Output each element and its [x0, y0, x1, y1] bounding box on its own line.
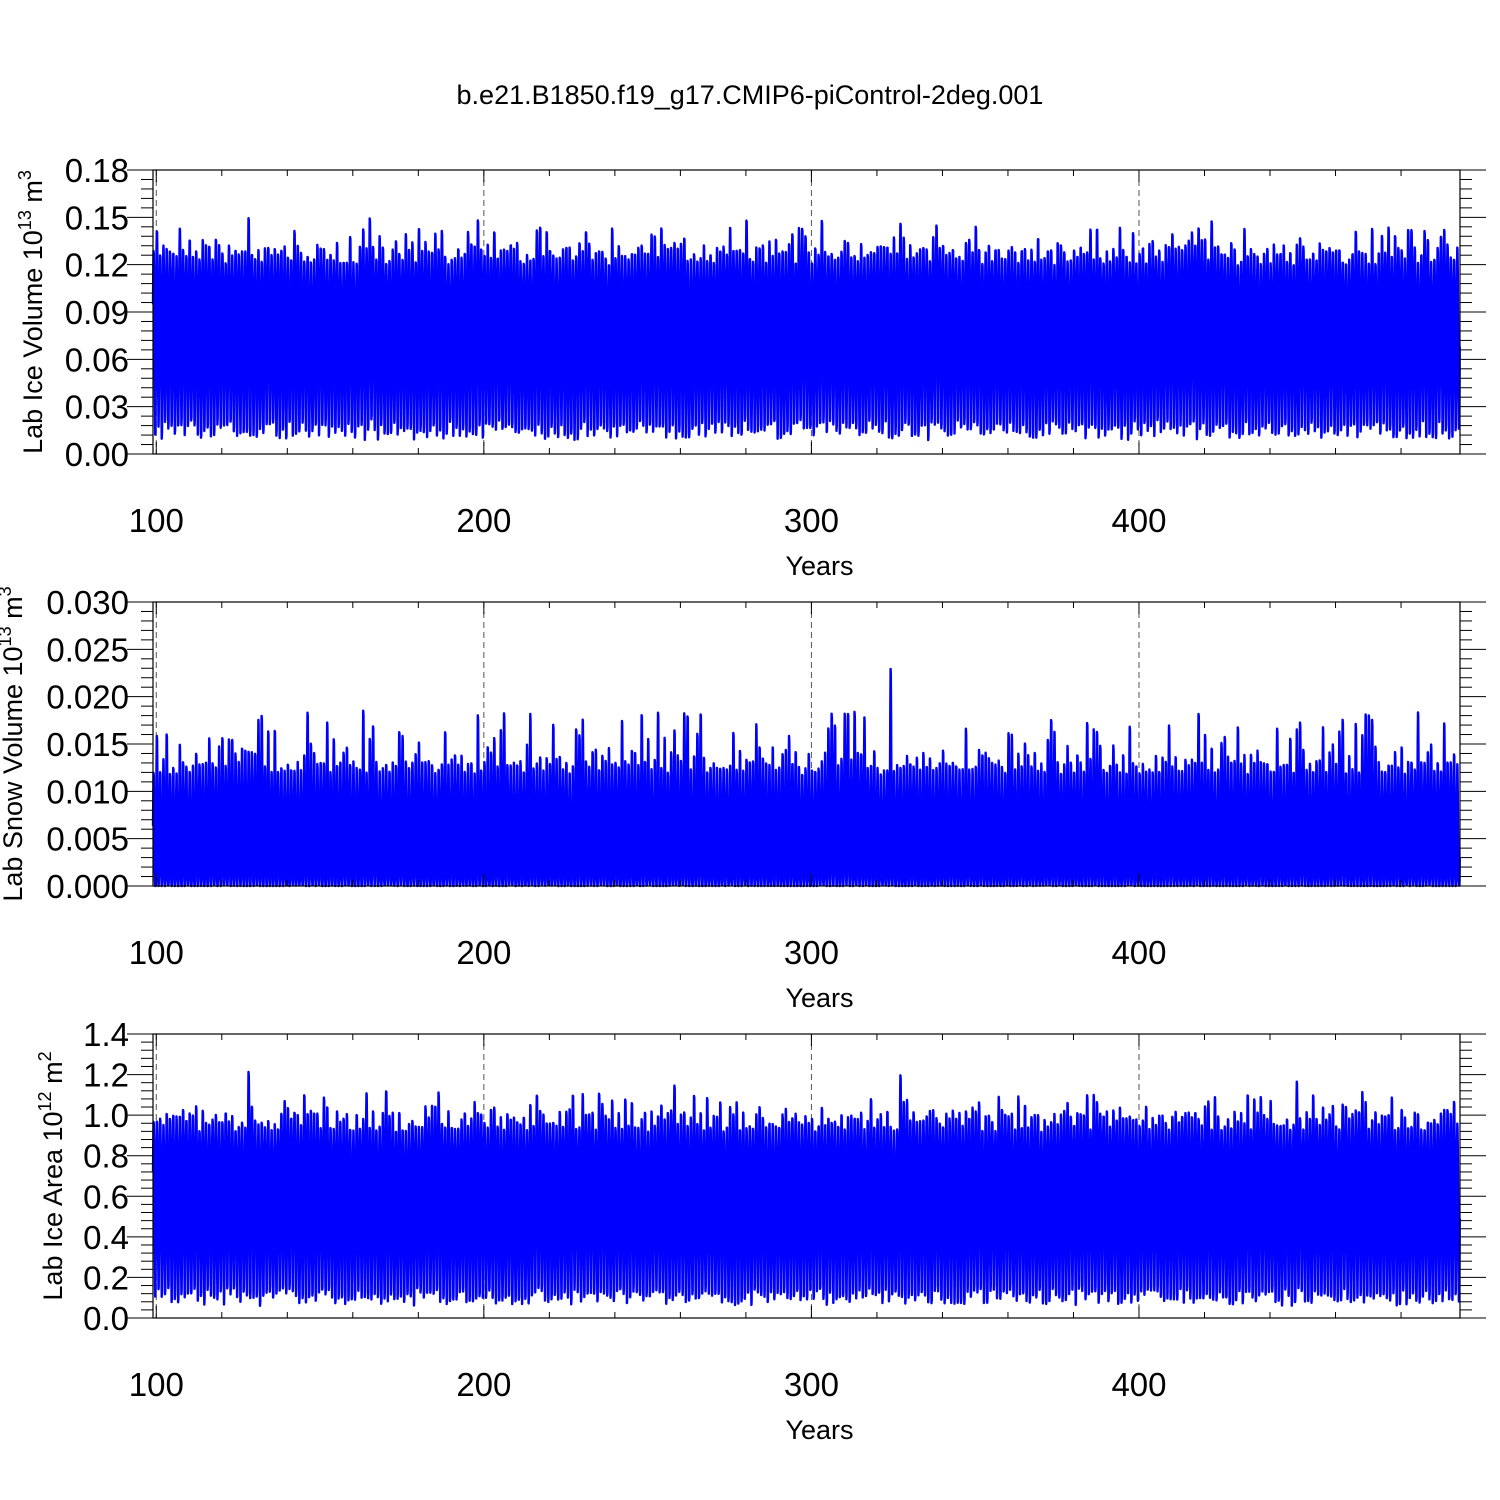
y-axis-label: Lab Ice Area 1012 m2 — [35, 1051, 68, 1300]
plot-frame — [152, 1033, 1461, 1319]
x-tick-label: 200 — [456, 1366, 511, 1403]
x-tick-label: 300 — [784, 1366, 839, 1403]
y-tick-label: 0.0 — [83, 1300, 129, 1337]
chart-panel-2: 100 200 300 400 0.000 0.005 0.010 0.015 0.020 0.0… — [0, 584, 1486, 1013]
y-tick-label: 1.0 — [83, 1097, 129, 1134]
x-tick-label: 300 — [784, 934, 839, 971]
y-tick-label: 0.12 — [65, 247, 129, 284]
y-tick-label: 0.030 — [46, 584, 129, 621]
y-tick-label: 0.2 — [83, 1259, 129, 1296]
y-tick-label: 1.4 — [83, 1016, 129, 1053]
data-series-line — [151, 217, 1461, 442]
x-tick-label: 300 — [784, 502, 839, 539]
y-tick-label: 0.15 — [65, 199, 129, 236]
x-axis-label: Years — [785, 551, 853, 581]
page-title: b.e21.B1850.f19_g17.CMIP6-piControl-2deg… — [456, 80, 1044, 110]
x-axis-label: Years — [785, 983, 853, 1013]
y-tick-label: 0.015 — [46, 726, 129, 763]
y-tick-label: 0.005 — [46, 821, 129, 858]
data-series-line — [151, 1070, 1461, 1307]
y-tick-label: 0.000 — [46, 868, 129, 905]
x-tick-label: 200 — [456, 934, 511, 971]
y-tick-label: 0.025 — [46, 631, 129, 668]
y-tick-label: 0.18 — [65, 152, 129, 189]
y-axis-label: Lab Snow Volume 1013 m3 — [0, 586, 28, 901]
y-tick-label: 0.020 — [46, 679, 129, 716]
y-tick-label: 0.6 — [83, 1178, 129, 1215]
x-tick-label: 100 — [129, 502, 184, 539]
x-tick-label: 400 — [1111, 1366, 1166, 1403]
x-axis-label: Years — [785, 1415, 853, 1445]
chart-panel-1: 100 200 300 400 0.00 0.03 0.06 0.09 0.12 0.15 0.18… — [15, 152, 1486, 581]
y-axis-label: Lab Ice Volume 1013 m3 — [15, 170, 48, 454]
y-tick-label: 0.8 — [83, 1138, 129, 1175]
y-tick-label: 0.010 — [46, 773, 129, 810]
y-tick-label: 0.03 — [65, 389, 129, 426]
x-tick-label: 100 — [129, 1366, 184, 1403]
x-tick-label: 100 — [129, 934, 184, 971]
chart-panel-3: 100 200 300 400 0.0 0.20.4 0.60.8 1.01.2 1.4 Year… — [35, 1016, 1486, 1445]
y-tick-label: 1.2 — [83, 1057, 129, 1094]
x-tick-label: 400 — [1111, 934, 1166, 971]
x-tick-label: 400 — [1111, 502, 1166, 539]
y-tick-label: 0.06 — [65, 341, 129, 378]
y-tick-label: 0.00 — [65, 436, 129, 473]
y-tick-label: 0.09 — [65, 294, 129, 331]
data-series-line — [151, 667, 1461, 888]
y-tick-label: 0.4 — [83, 1219, 129, 1256]
x-tick-label: 200 — [456, 502, 511, 539]
